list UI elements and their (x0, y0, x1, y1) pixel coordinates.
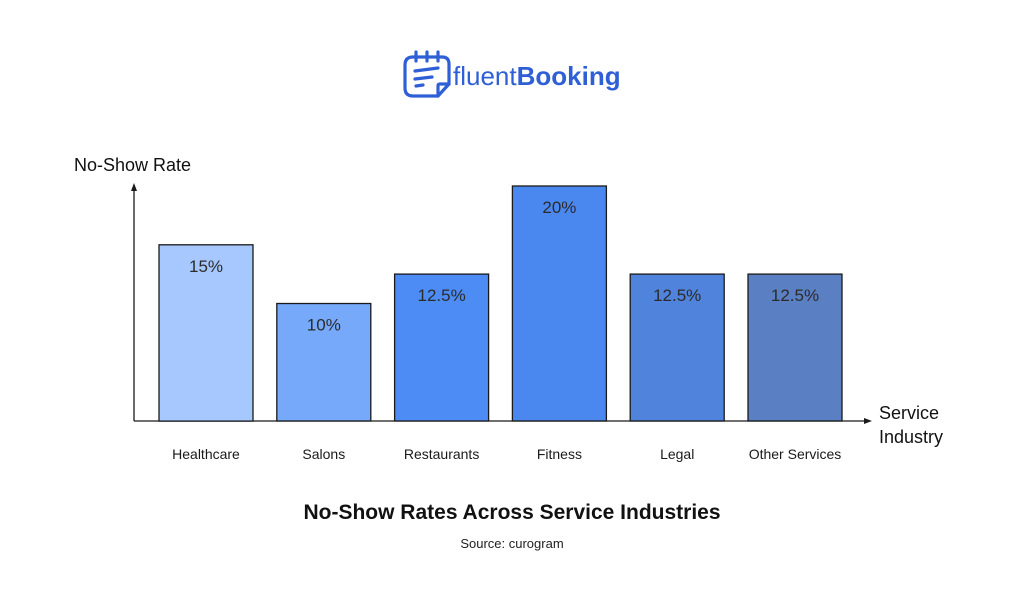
category-label-3: Fitness (537, 446, 582, 462)
value-label-3: 20% (542, 198, 576, 217)
x-axis-label-line-1: Service (879, 403, 939, 423)
svg-text:fluentBooking: fluentBooking (453, 61, 621, 91)
x-axis-label-line-2: Industry (879, 427, 943, 447)
value-label-2: 12.5% (417, 286, 465, 305)
brand-logo: fluentBooking (403, 50, 621, 98)
calendar-note-icon (403, 50, 451, 98)
bars-group (158, 185, 843, 422)
value-labels-group: 15% 10% 12.5% 20% 12.5% 12.5% (189, 198, 819, 335)
brand-name-light: fluent (453, 61, 517, 91)
value-label-4: 12.5% (653, 286, 701, 305)
bar-5 (747, 273, 843, 422)
axes (131, 183, 872, 424)
category-label-0: Healthcare (172, 446, 240, 462)
value-label-5: 12.5% (771, 286, 819, 305)
y-axis-label: No-Show Rate (74, 155, 191, 175)
chart-title: No-Show Rates Across Service Industries (303, 501, 720, 524)
chart-source: Source: curogram (460, 536, 563, 551)
value-label-1: 10% (307, 316, 341, 335)
category-label-1: Salons (302, 446, 345, 462)
value-label-0: 15% (189, 257, 223, 276)
bar-1 (276, 302, 372, 422)
bar-2 (393, 273, 490, 422)
bar-3 (511, 185, 608, 422)
brand-name-bold: Booking (517, 61, 621, 91)
category-label-4: Legal (660, 446, 694, 462)
bar-0 (158, 244, 254, 422)
x-axis-label: Service Industry (879, 403, 944, 447)
category-label-5: Other Services (749, 446, 842, 462)
x-axis-arrow (864, 418, 872, 424)
category-label-2: Restaurants (404, 446, 479, 462)
y-axis-arrow (131, 183, 137, 191)
category-labels-group: Healthcare Salons Restaurants Fitness Legal O… (172, 446, 841, 462)
bar-4 (629, 273, 725, 422)
